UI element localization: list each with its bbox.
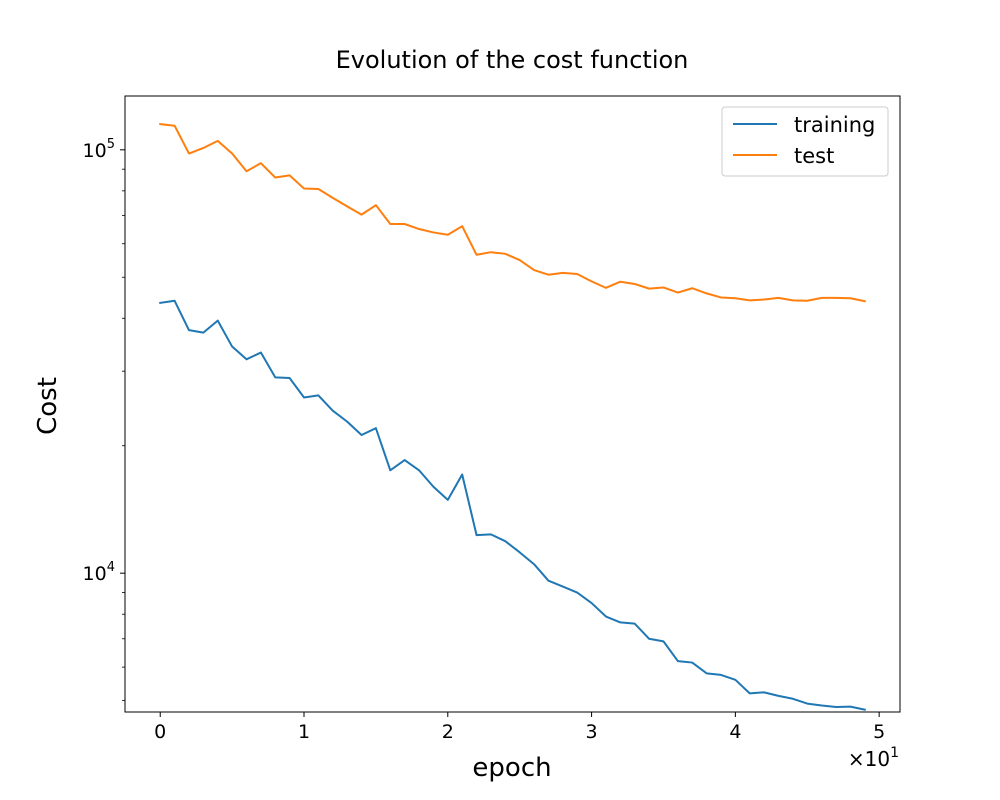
x-tick-label: 2 <box>442 721 454 743</box>
x-axis-label: epoch <box>472 753 551 783</box>
legend-label-training: training <box>794 113 875 137</box>
legend: training test <box>721 106 889 177</box>
series-line-training <box>159 299 866 711</box>
x-tick-label: 0 <box>154 721 166 743</box>
series-line-test <box>159 123 866 303</box>
x-tick-label: 1 <box>298 721 310 743</box>
x-tick-label: 5 <box>873 721 885 743</box>
x-offset-exponent: 1 <box>890 745 899 761</box>
y-tick-label: 105 <box>83 137 115 162</box>
x-offset-label: ×101 <box>848 745 899 771</box>
axes-frame <box>124 95 901 713</box>
x-tick-label: 3 <box>586 721 598 743</box>
x-axis-ticks: 0 1 2 3 4 5 <box>154 712 885 743</box>
chart-title: Evolution of the cost function <box>336 46 689 74</box>
x-offset-text: ×10 <box>848 747 890 771</box>
plot-area <box>159 123 866 711</box>
legend-label-test: test <box>794 144 834 168</box>
y-tick-label: 104 <box>83 560 115 585</box>
y-axis-label: Cost <box>33 377 63 435</box>
x-tick-label: 4 <box>729 721 741 743</box>
y-axis-ticks: 104 105 <box>83 137 125 702</box>
